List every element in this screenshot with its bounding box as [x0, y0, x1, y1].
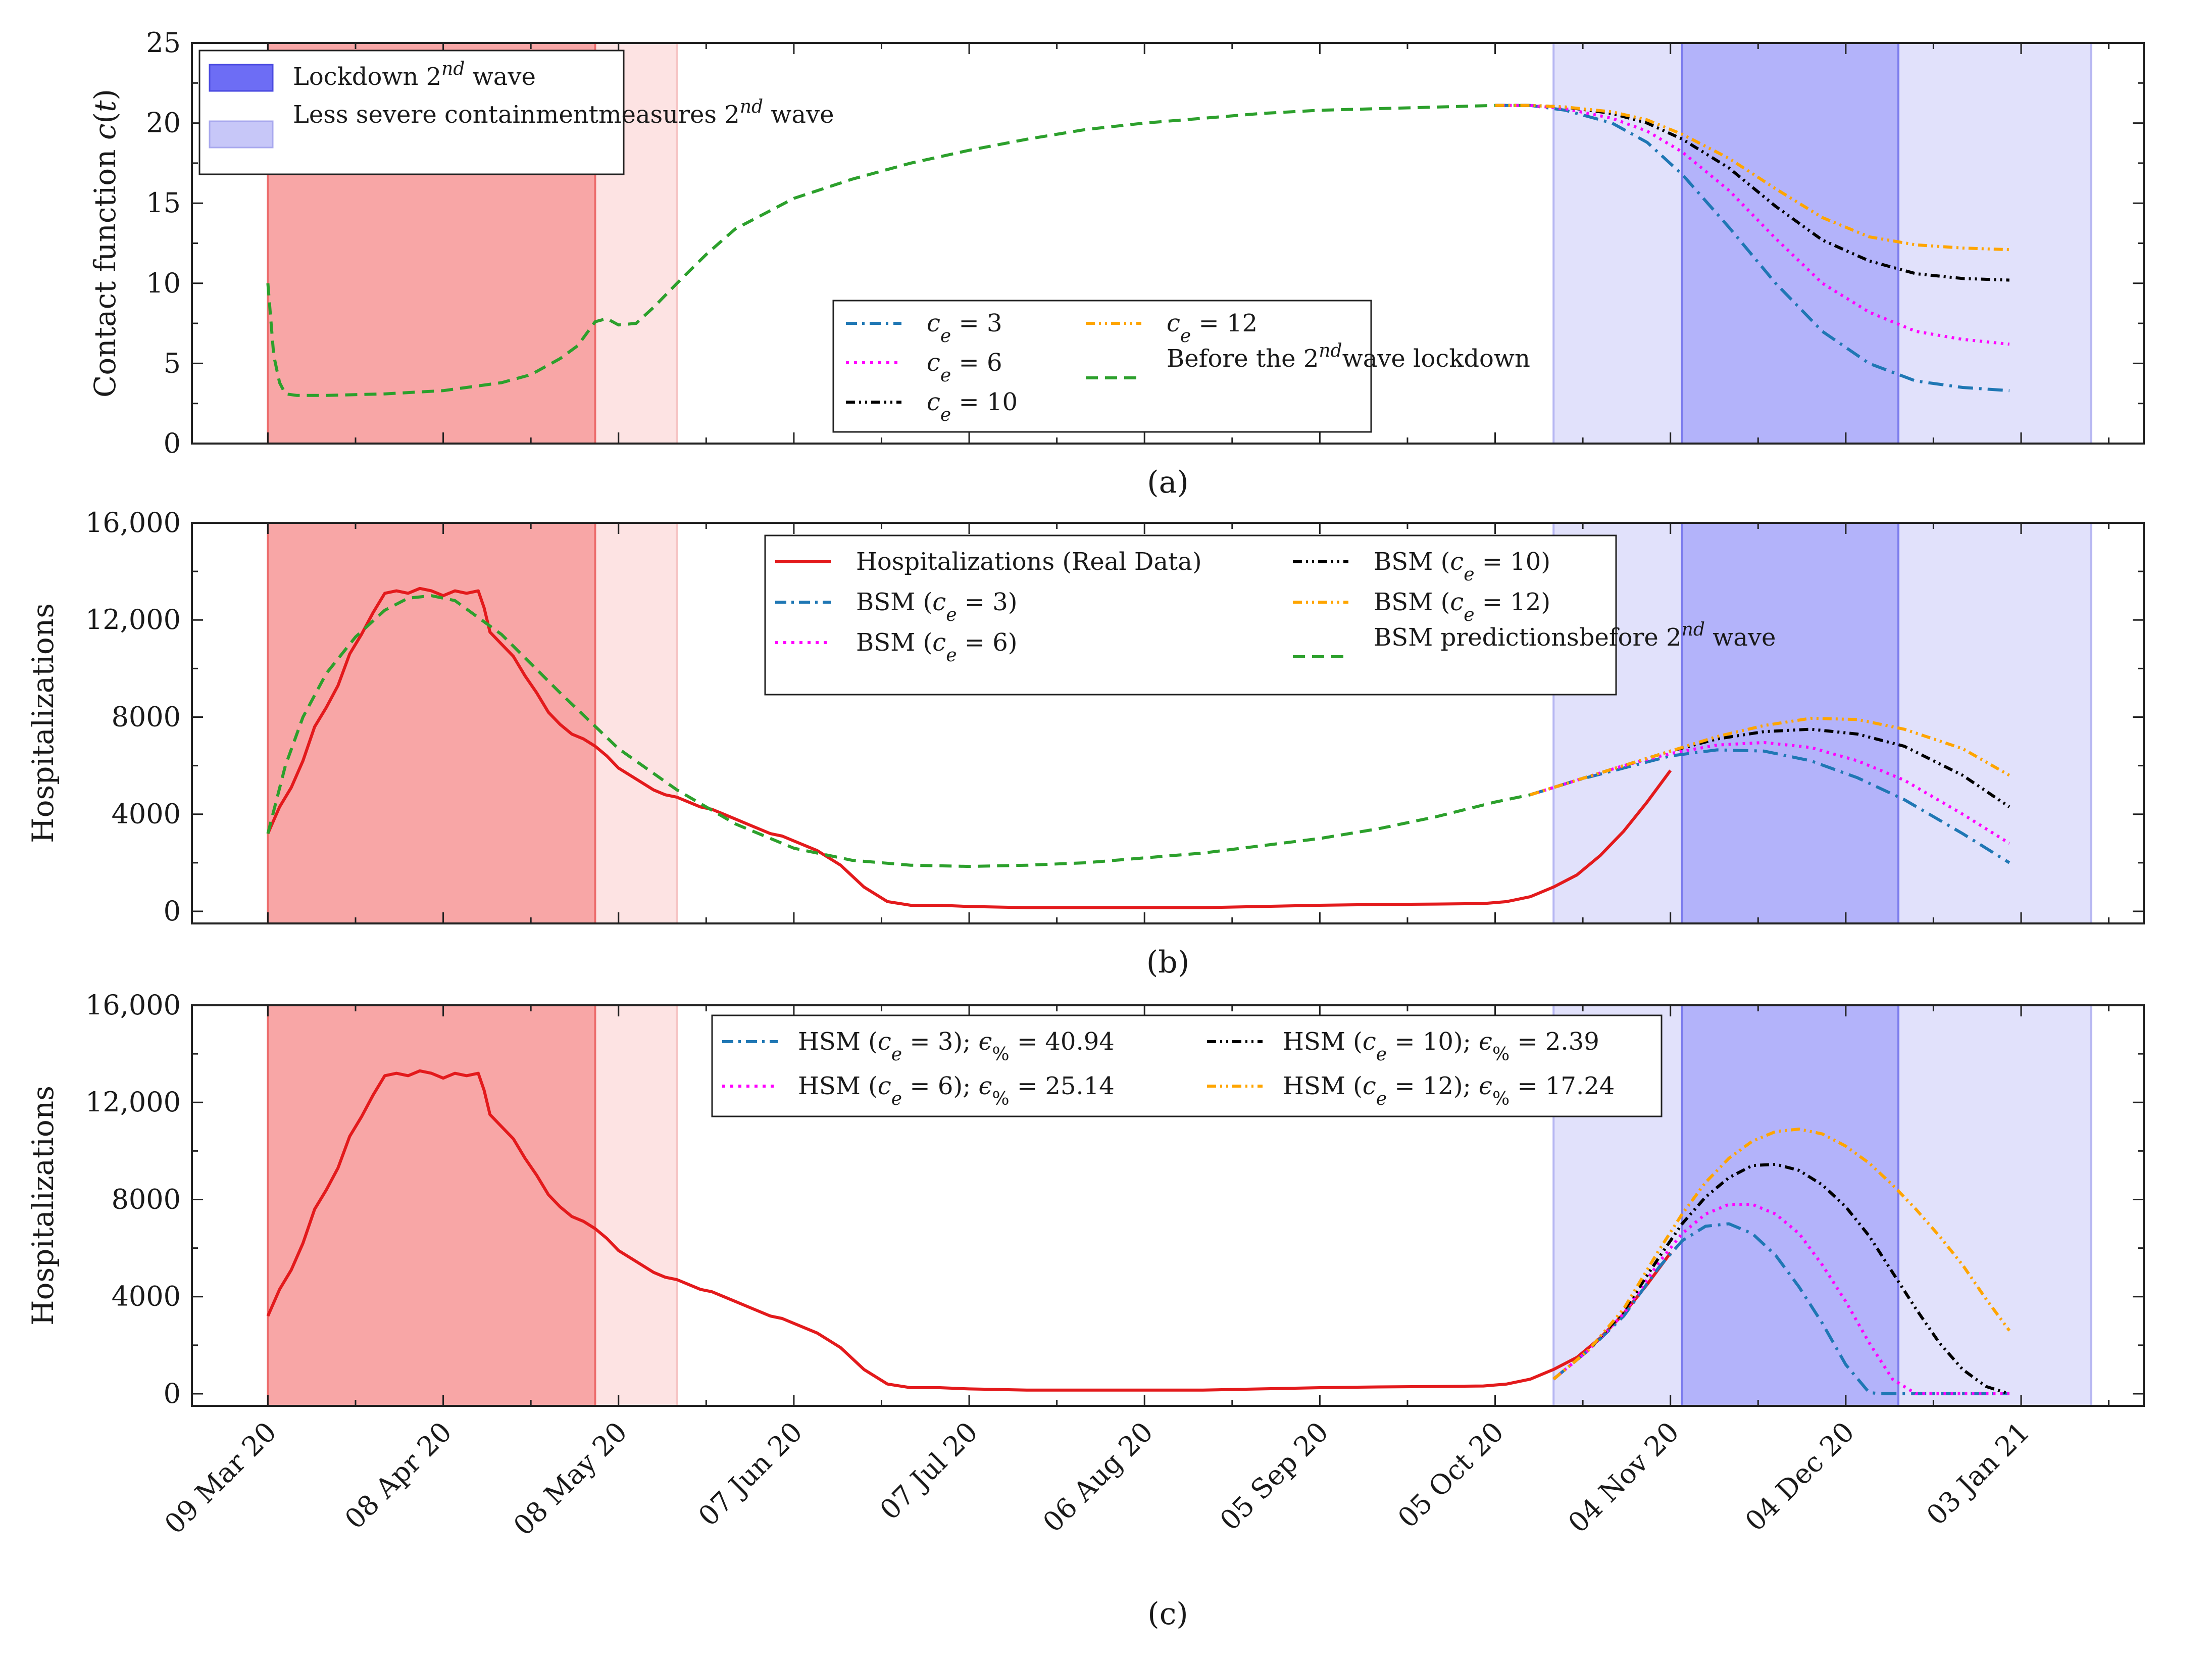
legend-label: BSM (ce = 6): [856, 628, 1018, 666]
y-tick-label: 4000: [112, 1281, 181, 1312]
panel-3: 0 4000 8000 12,000 16,000 Hospitalizations (c)…: [26, 989, 2145, 1632]
series-line-ce6: [1552, 1203, 2009, 1395]
shade-lockdown-2nd-wave: [1682, 1005, 1898, 1406]
series-line-before: [266, 104, 1530, 397]
x-tick-label: 05 Sep 20: [1214, 1416, 1334, 1537]
legend-label: HSM (ce = 10); ϵ% = 2.39: [1283, 1028, 1599, 1065]
panel-label: (c): [1147, 1596, 1188, 1632]
panel-label: (b): [1146, 945, 1189, 980]
shade-lockdown-2nd-wave: [1682, 523, 1898, 923]
legend: HSM (ce = 3); ϵ% = 40.94 HSM (ce = 6); ϵ%…: [711, 1014, 1663, 1117]
legend: Hospitalizations (Real Data) BSM (ce = 3)…: [764, 534, 1776, 696]
x-tick-labels: 09 Mar 20 08 Apr 20 08 May 20 07 Jun 20 07 J…: [159, 1416, 2036, 1542]
shade-less-severe-2nd-wave-b: [1898, 43, 2091, 444]
panel-1: 0 5 10 15 20 25 Contact function c(t) (a) Lockdo…: [88, 27, 2145, 500]
y-tick-label: 8000: [112, 701, 181, 732]
shade-less-severe-1st-wave: [595, 1005, 677, 1406]
legend-swatch: [209, 64, 274, 92]
legend-label: BSM (ce = 3): [856, 588, 1018, 625]
legend-label: HSM (ce = 6); ϵ% = 25.14: [798, 1072, 1115, 1109]
series-line-ce3: [1530, 748, 2010, 864]
legend-label: ce = 6: [927, 349, 1002, 386]
legend-label: BSM predictionsbefore 2nd wave: [1374, 619, 1776, 652]
y-tick-label: 25: [146, 27, 181, 59]
legend-label: Hospitalizations (Real Data): [856, 548, 1202, 576]
shade-lockdown-2nd-wave: [1682, 43, 1898, 444]
legend: Lockdown 2nd wave Less severe containment…: [198, 50, 1530, 433]
legend-label: ce = 3: [927, 309, 1002, 347]
x-tick-label: 08 May 20: [508, 1416, 633, 1542]
shade-less-severe-2nd-wave-b: [1898, 523, 2091, 923]
legend-swatch: [209, 120, 274, 149]
legend-box: [764, 534, 1617, 696]
x-tick-label: 07 Jul 20: [874, 1416, 984, 1526]
legend-label: ce = 10: [927, 388, 1018, 425]
series-line-ce12: [1530, 716, 2010, 797]
series-line-real: [266, 587, 1672, 909]
series-line-ce12: [1552, 1128, 2011, 1381]
shade-less-severe-1st-wave: [595, 523, 677, 923]
y-tick-label: 0: [164, 1378, 181, 1409]
legend-label: BSM (ce = 10): [1374, 548, 1550, 585]
legend-label: BSM (ce = 12): [1374, 588, 1550, 625]
y-axis-title: Contact function c(t): [88, 89, 122, 398]
shade-less-severe-2nd-wave-a: [1553, 43, 1682, 444]
legend-box: [832, 300, 1372, 433]
y-tick-label: 12,000: [85, 1086, 181, 1118]
x-tick-label: 05 Oct 20: [1392, 1416, 1510, 1534]
y-tick-label: 15: [146, 187, 181, 219]
y-axis-title: Hospitalizations: [26, 603, 60, 843]
series-line-ce3: [1495, 104, 2010, 393]
y-tick-label: 10: [146, 267, 181, 299]
plot-frame: [191, 1004, 2145, 1407]
series-line-real: [266, 1069, 1672, 1392]
y-tick-label: 0: [164, 427, 181, 459]
x-tick-label: 07 Jun 20: [692, 1416, 809, 1532]
legend-label: Before the 2ndwave lockdown: [1167, 340, 1530, 373]
legend-box: [711, 1014, 1663, 1117]
y-tick-label: 16,000: [85, 989, 181, 1021]
y-tick-label: 5: [164, 347, 181, 379]
y-tick-label: 4000: [112, 798, 181, 830]
x-tick-label: 04 Nov 20: [1562, 1416, 1685, 1539]
panel-2: 0 4000 8000 12,000 16,000 Hospitalizations (b)…: [26, 507, 2145, 980]
series-line-ce3: [1552, 1222, 2009, 1395]
x-tick-label: 06 Aug 20: [1037, 1416, 1160, 1539]
series-line-ce10: [1552, 1162, 2010, 1395]
legend-label: ce = 12: [1167, 309, 1258, 347]
y-tick-label: 0: [164, 895, 181, 927]
panel-label: (a): [1147, 465, 1189, 500]
series-line-ce6: [1530, 741, 2010, 845]
legend-label: HSM (ce = 3); ϵ% = 40.94: [798, 1028, 1115, 1065]
y-tick-label: 8000: [112, 1183, 181, 1215]
series-line-ce6: [1495, 104, 2010, 346]
shade-less-severe-2nd-wave-b: [1898, 1005, 2091, 1406]
plot-frame: [191, 522, 2145, 924]
x-tick-label: 08 Apr 20: [339, 1416, 458, 1535]
y-tick-label: 12,000: [85, 604, 181, 636]
legend-label: Less severe containmentmeasures 2nd wave: [293, 96, 834, 129]
legend-label: HSM (ce = 12); ϵ% = 17.24: [1283, 1072, 1615, 1109]
x-tick-label: 03 Jan 21: [1921, 1416, 2036, 1532]
legend-label: Lockdown 2nd wave: [293, 59, 536, 91]
y-tick-label: 16,000: [85, 507, 181, 539]
x-tick-label: 04 Dec 20: [1739, 1416, 1861, 1538]
y-tick-label: 20: [146, 107, 181, 139]
series-line-ce12: [1495, 104, 2009, 252]
y-axis-title: Hospitalizations: [26, 1086, 60, 1326]
x-tick-label: 09 Mar 20: [159, 1416, 283, 1540]
series-line-before: [266, 594, 1531, 868]
